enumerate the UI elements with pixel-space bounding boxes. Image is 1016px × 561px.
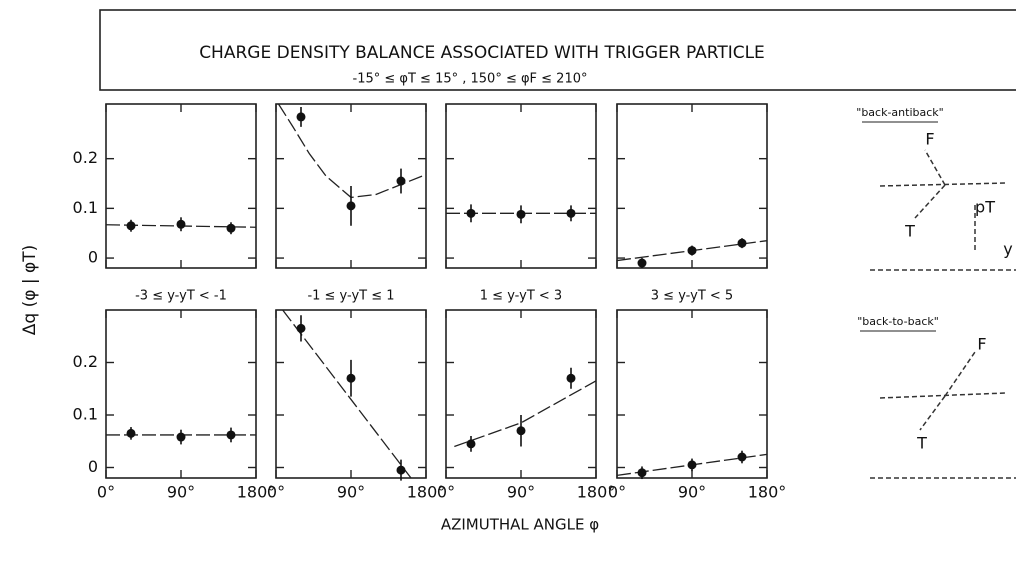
column-label: 3 ≤ y-yT < 5	[651, 289, 733, 304]
data-point	[296, 323, 306, 333]
diagram-label: F	[925, 130, 934, 149]
data-point	[687, 246, 697, 256]
data-point	[176, 219, 186, 229]
subtitle: -15° ≤ φT ≤ 15° , 150° ≤ φF ≤ 210°	[353, 72, 588, 87]
title-box	[99, 9, 1016, 91]
panel: 0° 90° 180°	[608, 309, 787, 502]
column-label: -1 ≤ y-yT ≤ 1	[307, 289, 394, 304]
panel-frame	[105, 309, 257, 479]
x-tick-label: 0°	[437, 483, 455, 502]
data-point	[396, 176, 406, 186]
data-point	[637, 468, 647, 478]
data-point	[737, 452, 747, 462]
panel	[275, 103, 427, 269]
data-point	[466, 208, 476, 218]
data-point	[226, 223, 236, 233]
data-point	[637, 258, 647, 268]
x-tick-label: 180°	[237, 483, 276, 502]
data-point	[396, 465, 406, 475]
x-tick-label: 0°	[608, 483, 626, 502]
x-tick-label: 90°	[507, 483, 535, 502]
x-tick-label: 180°	[407, 483, 446, 502]
data-point	[346, 201, 356, 211]
diagram-label: F	[977, 335, 986, 354]
fit-line	[454, 380, 596, 448]
panel: 0° 90° 180°	[437, 309, 616, 502]
panel: 0° 90° 180° 0 0.1 0.2	[73, 309, 276, 502]
data-point	[737, 238, 747, 248]
data-point	[126, 221, 136, 231]
data-point	[126, 428, 136, 438]
x-tick-label: 90°	[167, 483, 195, 502]
column-label: 1 ≤ y-yT < 3	[480, 289, 562, 304]
panel: 0 0.1 0.2	[73, 103, 257, 269]
y-tick-label: 0.1	[73, 198, 98, 217]
panel	[616, 103, 768, 269]
diagram-label: T	[916, 434, 927, 453]
diagram-title: "back-antiback"	[856, 106, 943, 119]
data-point	[516, 426, 526, 436]
data-point	[566, 373, 576, 383]
data-point	[226, 430, 236, 440]
data-point	[346, 373, 356, 383]
y-tick-label: 0	[88, 457, 98, 476]
column-label: -3 ≤ y-yT < -1	[135, 289, 227, 304]
data-point	[516, 209, 526, 219]
x-axis-label: AZIMUTHAL ANGLE φ	[441, 516, 599, 534]
data-point	[176, 432, 186, 442]
fit-line	[282, 310, 412, 478]
x-tick-label: 0°	[97, 483, 115, 502]
y-tick-label: 0	[88, 248, 98, 267]
diagram-title: "back-to-back"	[857, 315, 939, 328]
x-tick-label: 0°	[267, 483, 285, 502]
data-point	[296, 112, 306, 122]
x-tick-label: 180°	[748, 483, 787, 502]
y-tick-label: 0.2	[73, 148, 98, 167]
x-tick-label: 90°	[337, 483, 365, 502]
panel-frame	[445, 103, 597, 269]
panel-frame	[616, 309, 768, 479]
panel-frame	[105, 103, 257, 269]
x-tick-label: 90°	[678, 483, 706, 502]
data-point	[687, 460, 697, 470]
panel: 0° 90° 180°	[267, 309, 446, 502]
y-axis-label: Δq (φ | φT)	[20, 245, 40, 335]
x-tick-label: 180°	[577, 483, 616, 502]
diagram-label: pT	[975, 198, 995, 217]
title: CHARGE DENSITY BALANCE ASSOCIATED WITH T…	[199, 43, 765, 63]
diagram-label: T	[904, 222, 915, 241]
panel	[445, 103, 597, 269]
y-tick-label: 0.2	[73, 352, 98, 371]
diagram-lines	[870, 149, 1016, 479]
data-point	[466, 439, 476, 449]
y-tick-label: 0.1	[73, 405, 98, 424]
data-point	[566, 208, 576, 218]
fit-line	[277, 104, 426, 199]
diagram-label: y	[1003, 240, 1012, 259]
